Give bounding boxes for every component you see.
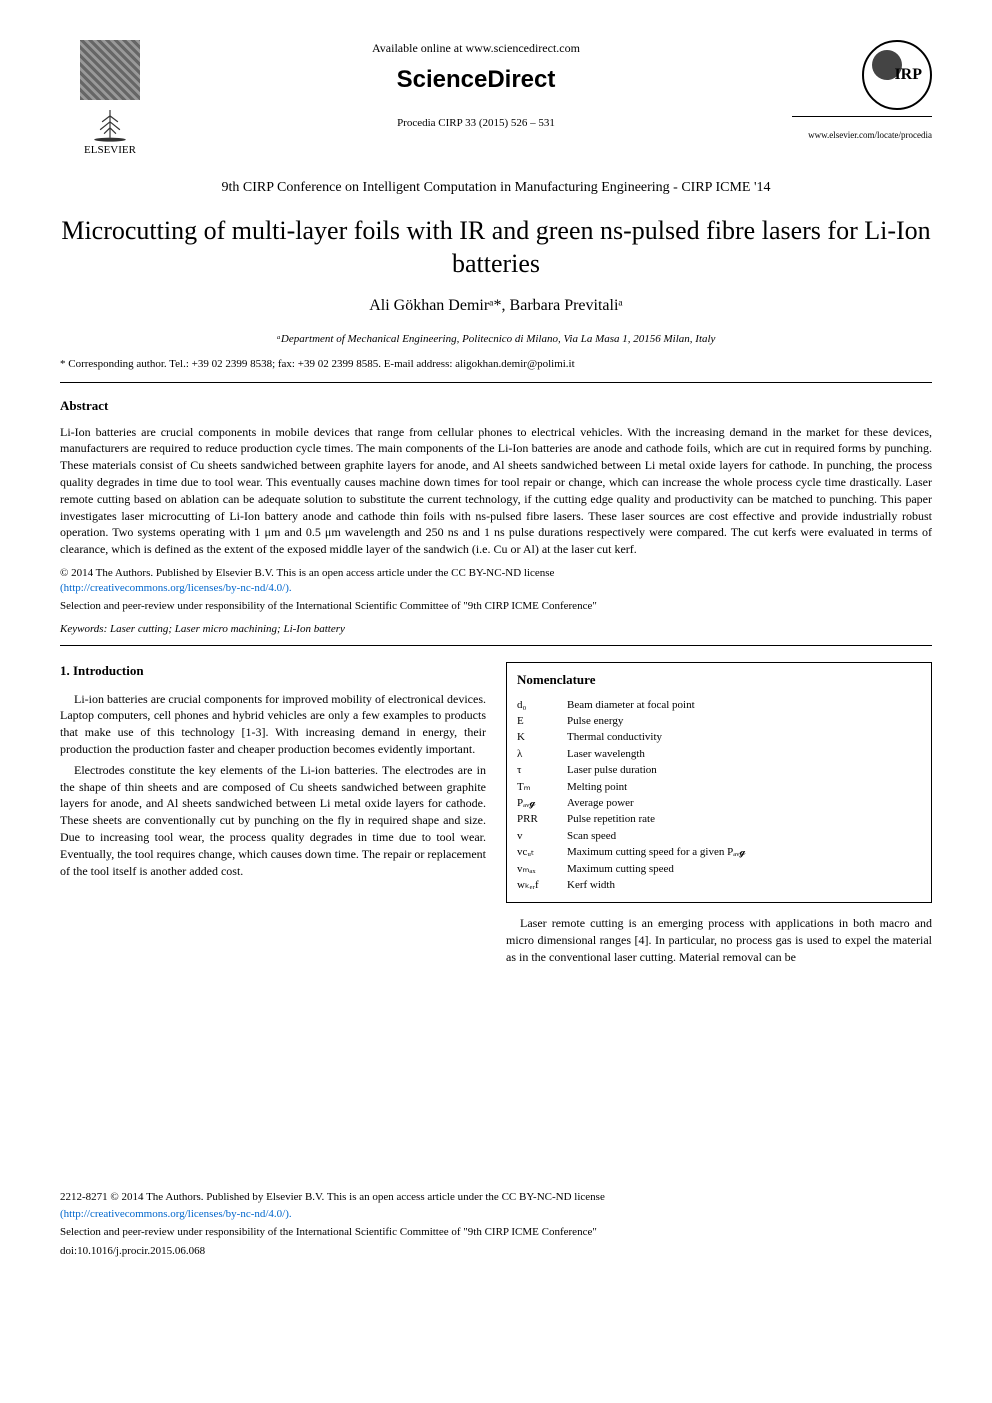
abstract-text: Li-Ion batteries are crucial components …	[60, 424, 932, 558]
nomenclature-row: λLaser wavelength	[517, 747, 921, 762]
right-column: Nomenclature d₀Beam diameter at focal po…	[506, 662, 932, 969]
nomenclature-symbol: wₖₑᵣf	[517, 878, 567, 893]
nomenclature-row: EPulse energy	[517, 714, 921, 729]
nomenclature-row: vcᵤₜMaximum cutting speed for a given Pₐ…	[517, 845, 921, 860]
doi-line: doi:10.1016/j.procir.2015.06.068	[60, 1244, 932, 1259]
two-column-body: 1. Introduction Li-ion batteries are cru…	[60, 662, 932, 969]
intro-paragraph-1: Li-ion batteries are crucial components …	[60, 691, 486, 758]
left-column: 1. Introduction Li-ion batteries are cru…	[60, 662, 486, 969]
footer-selection: Selection and peer-review under responsi…	[60, 1225, 932, 1240]
corresponding-author: * Corresponding author. Tel.: +39 02 239…	[60, 357, 932, 372]
nomenclature-description: Maximum cutting speed	[567, 862, 921, 877]
qr-code-icon	[80, 40, 140, 100]
nomenclature-title: Nomenclature	[517, 671, 921, 689]
nomenclature-description: Pulse repetition rate	[567, 812, 921, 827]
affiliation-line: ᵃDepartment of Mechanical Engineering, P…	[60, 332, 932, 347]
nomenclature-symbol: d₀	[517, 698, 567, 713]
nomenclature-description: Average power	[567, 796, 921, 811]
nomenclature-description: Pulse energy	[567, 714, 921, 729]
nomenclature-symbol: vcᵤₜ	[517, 845, 567, 860]
nomenclature-row: vScan speed	[517, 829, 921, 844]
footer-copyright: 2212-8271 © 2014 The Authors. Published …	[60, 1190, 932, 1205]
cirp-logo-label: IRP	[894, 64, 922, 86]
sciencedirect-brand: ScienceDirect	[180, 63, 772, 97]
nomenclature-symbol: Pₐᵥ𝓰	[517, 796, 567, 811]
nomenclature-symbol: K	[517, 730, 567, 745]
header-divider	[792, 116, 932, 117]
footer: 2212-8271 © 2014 The Authors. Published …	[60, 1190, 932, 1260]
nomenclature-description: Laser pulse duration	[567, 763, 921, 778]
paper-title: Microcutting of multi-layer foils with I…	[60, 214, 932, 282]
keywords-label: Keywords:	[60, 623, 107, 635]
nomenclature-row: KThermal conductivity	[517, 730, 921, 745]
nomenclature-row: PRRPulse repetition rate	[517, 812, 921, 827]
footer-license-link[interactable]: (http://creativecommons.org/licenses/by-…	[60, 1207, 932, 1222]
center-header: Available online at www.sciencedirect.co…	[160, 40, 792, 132]
introduction-heading: 1. Introduction	[60, 662, 486, 680]
locate-url: www.elsevier.com/locate/procedia	[792, 129, 932, 142]
intro-paragraph-2: Electrodes constitute the key elements o…	[60, 762, 486, 880]
nomenclature-description: Melting point	[567, 780, 921, 795]
elsevier-logo: ELSEVIER	[70, 108, 150, 158]
keywords-text: Laser cutting; Laser micro machining; Li…	[107, 623, 345, 635]
nomenclature-symbol: vₘₐₓ	[517, 862, 567, 877]
nomenclature-symbol: Tₘ	[517, 780, 567, 795]
nomenclature-box: Nomenclature d₀Beam diameter at focal po…	[506, 662, 932, 903]
elsevier-label: ELSEVIER	[84, 143, 136, 158]
abstract-heading: Abstract	[60, 397, 932, 415]
nomenclature-rows: d₀Beam diameter at focal pointEPulse ene…	[517, 698, 921, 894]
left-logo-block: ELSEVIER	[60, 40, 160, 158]
authors-line: Ali Gökhan Demirᵃ*, Barbara Previtaliᵃ	[60, 295, 932, 317]
nomenclature-row: TₘMelting point	[517, 780, 921, 795]
nomenclature-description: Beam diameter at focal point	[567, 698, 921, 713]
nomenclature-description: Laser wavelength	[567, 747, 921, 762]
nomenclature-symbol: τ	[517, 763, 567, 778]
abstract-license-link[interactable]: (http://creativecommons.org/licenses/by-…	[60, 581, 932, 596]
procedia-citation: Procedia CIRP 33 (2015) 526 – 531	[180, 116, 772, 131]
col2-paragraph: Laser remote cutting is an emerging proc…	[506, 915, 932, 965]
nomenclature-symbol: PRR	[517, 812, 567, 827]
divider-bottom	[60, 645, 932, 646]
abstract-copyright: © 2014 The Authors. Published by Elsevie…	[60, 566, 932, 581]
right-header: IRP www.elsevier.com/locate/procedia	[792, 40, 932, 142]
divider-top	[60, 382, 932, 383]
nomenclature-row: wₖₑᵣfKerf width	[517, 878, 921, 893]
conference-line: 9th CIRP Conference on Intelligent Compu…	[60, 178, 932, 198]
nomenclature-description: Thermal conductivity	[567, 730, 921, 745]
abstract-selection: Selection and peer-review under responsi…	[60, 599, 932, 614]
header-row: ELSEVIER Available online at www.science…	[60, 40, 932, 158]
nomenclature-description: Scan speed	[567, 829, 921, 844]
nomenclature-description: Kerf width	[567, 878, 921, 893]
nomenclature-symbol: λ	[517, 747, 567, 762]
keywords-line: Keywords: Laser cutting; Laser micro mac…	[60, 622, 932, 637]
nomenclature-row: τLaser pulse duration	[517, 763, 921, 778]
cirp-logo-icon: IRP	[862, 40, 932, 110]
nomenclature-row: Pₐᵥ𝓰Average power	[517, 796, 921, 811]
nomenclature-row: vₘₐₓMaximum cutting speed	[517, 862, 921, 877]
nomenclature-description: Maximum cutting speed for a given Pₐᵥ𝓰	[567, 845, 921, 860]
available-online-text: Available online at www.sciencedirect.co…	[180, 40, 772, 57]
elsevier-tree-icon	[90, 108, 130, 143]
nomenclature-symbol: E	[517, 714, 567, 729]
nomenclature-symbol: v	[517, 829, 567, 844]
nomenclature-row: d₀Beam diameter at focal point	[517, 698, 921, 713]
